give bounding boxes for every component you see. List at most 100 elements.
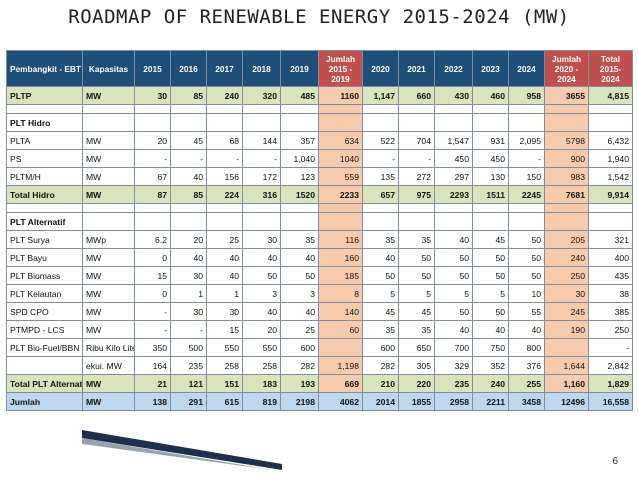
column-header: Total 2015-2024	[588, 50, 633, 87]
column-header: 2020	[362, 50, 399, 87]
table-cell: 160	[318, 248, 363, 267]
table-cell: 68	[206, 131, 243, 150]
table-cell	[544, 104, 589, 114]
table-cell: 5	[434, 284, 473, 303]
table-cell: 60	[318, 320, 363, 339]
table-cell: 305	[398, 356, 435, 375]
table-cell: -	[134, 320, 171, 339]
table-cell: 15	[206, 320, 243, 339]
table-cell	[280, 113, 319, 132]
table-cell	[544, 212, 589, 231]
table-row: PLTP MW 30 85 240 320 485 1160 1,147 660 430 460 958…	[6, 86, 633, 105]
table-cell	[434, 104, 473, 114]
table-cell: 156	[206, 167, 243, 186]
table-row	[6, 104, 633, 114]
decorative-swoosh	[82, 430, 282, 470]
table-cell: 183	[242, 374, 281, 393]
table-cell: -	[134, 302, 171, 321]
table-row: Total PLT Alternatif MW 21 121 151 183 193 669 2…	[6, 374, 633, 393]
table-cell: 45	[362, 302, 399, 321]
table-cell	[472, 212, 509, 231]
table-cell: 291	[170, 392, 207, 411]
column-header: 2016	[170, 50, 207, 87]
table-cell: -	[242, 149, 281, 168]
table-cell	[170, 104, 207, 114]
table-cell: 1,644	[544, 356, 589, 375]
column-header: 2019	[280, 50, 319, 87]
column-header: Kapasitas	[82, 50, 135, 87]
table-cell: 50	[508, 230, 545, 249]
table-cell	[170, 212, 207, 231]
table-cell: 250	[588, 320, 633, 339]
table-cell: 40	[434, 320, 473, 339]
table-cell: 151	[206, 374, 243, 393]
table-body: PLTP MW 30 85 240 320 485 1160 1,147 660 430 460 958…	[6, 86, 633, 411]
table-cell: 235	[434, 374, 473, 393]
table-cell: 2245	[508, 185, 545, 204]
table-cell: 40	[280, 302, 319, 321]
table-cell: 30	[242, 230, 281, 249]
table-cell: MW	[82, 167, 135, 186]
table-row: PTMPD - LCS MW - -15 20 25 60 35 35 40 40 40 190 250	[6, 320, 633, 339]
table-cell: 600	[362, 338, 399, 357]
table-cell: 983	[544, 167, 589, 186]
table-cell: 430	[434, 86, 473, 105]
table-cell	[588, 104, 633, 114]
table-cell: 15	[134, 266, 171, 285]
table-cell	[588, 212, 633, 231]
page-number: 6	[612, 456, 618, 467]
table-cell: 40	[206, 248, 243, 267]
table-cell: 193	[280, 374, 319, 393]
table-cell: PLTP	[6, 86, 83, 105]
table-cell: 5	[362, 284, 399, 303]
table-cell: 1,940	[588, 149, 633, 168]
table-cell	[362, 113, 399, 132]
column-header: 2024	[508, 50, 545, 87]
table-cell: 25	[280, 320, 319, 339]
table-row: PLT Kelautan MW 0 1 1 3 3 8 5 5 5 5 10 30 38	[6, 284, 633, 303]
table-cell: 144	[242, 131, 281, 150]
table-cell: 50	[472, 248, 509, 267]
table-row: Total Hidro MW 87 85 224 316 1520 2233 657 975 229…	[6, 185, 633, 204]
table-row: PLTA MW 20 45 68 144 357 634 522 704 1,547 931 2,095…	[6, 131, 633, 150]
table-cell	[318, 113, 363, 132]
slide-title: ROADMAP OF RENEWABLE ENERGY 2015-2024 (M…	[68, 6, 570, 28]
table-cell: 4062	[318, 392, 363, 411]
table-cell: 35	[362, 320, 399, 339]
table-cell	[280, 212, 319, 231]
table-cell: 1,547	[434, 131, 473, 150]
table-cell	[508, 113, 545, 132]
table-cell: 190	[544, 320, 589, 339]
table-cell: MW	[82, 248, 135, 267]
table-cell	[206, 113, 243, 132]
table-cell: 1511	[472, 185, 509, 204]
table-cell: 30	[206, 302, 243, 321]
table-cell: 0	[134, 284, 171, 303]
table-cell: 5	[472, 284, 509, 303]
table-cell: 130	[472, 167, 509, 186]
table-cell: 615	[206, 392, 243, 411]
table-cell: 35	[398, 320, 435, 339]
table-cell: 45	[398, 302, 435, 321]
table-cell	[170, 203, 207, 213]
table-cell	[588, 113, 633, 132]
table-cell: 240	[544, 248, 589, 267]
table-row: PLT Hidro	[6, 113, 633, 132]
table-cell	[280, 104, 319, 114]
table-cell: 20	[134, 131, 171, 150]
table-cell: MW	[82, 320, 135, 339]
table-cell: 669	[318, 374, 363, 393]
table-row: PS MW - - - -1,040 1040- -450 450-900 1,940	[6, 149, 633, 168]
column-header: 2015	[134, 50, 171, 87]
table-cell: 2293	[434, 185, 473, 204]
table-header-row: Pembangkit - EBT Kapasitas 2015 2016 2017 201…	[6, 50, 633, 87]
table-cell: PLTA	[6, 131, 83, 150]
table-cell	[206, 203, 243, 213]
table-cell	[544, 338, 589, 357]
table-cell: Jumlah	[6, 392, 83, 411]
table-cell: PLTM/H	[6, 167, 83, 186]
table-cell: 35	[280, 230, 319, 249]
table-row: PLT Alternatif	[6, 212, 633, 231]
table-cell	[472, 104, 509, 114]
table-cell: 50	[398, 266, 435, 285]
